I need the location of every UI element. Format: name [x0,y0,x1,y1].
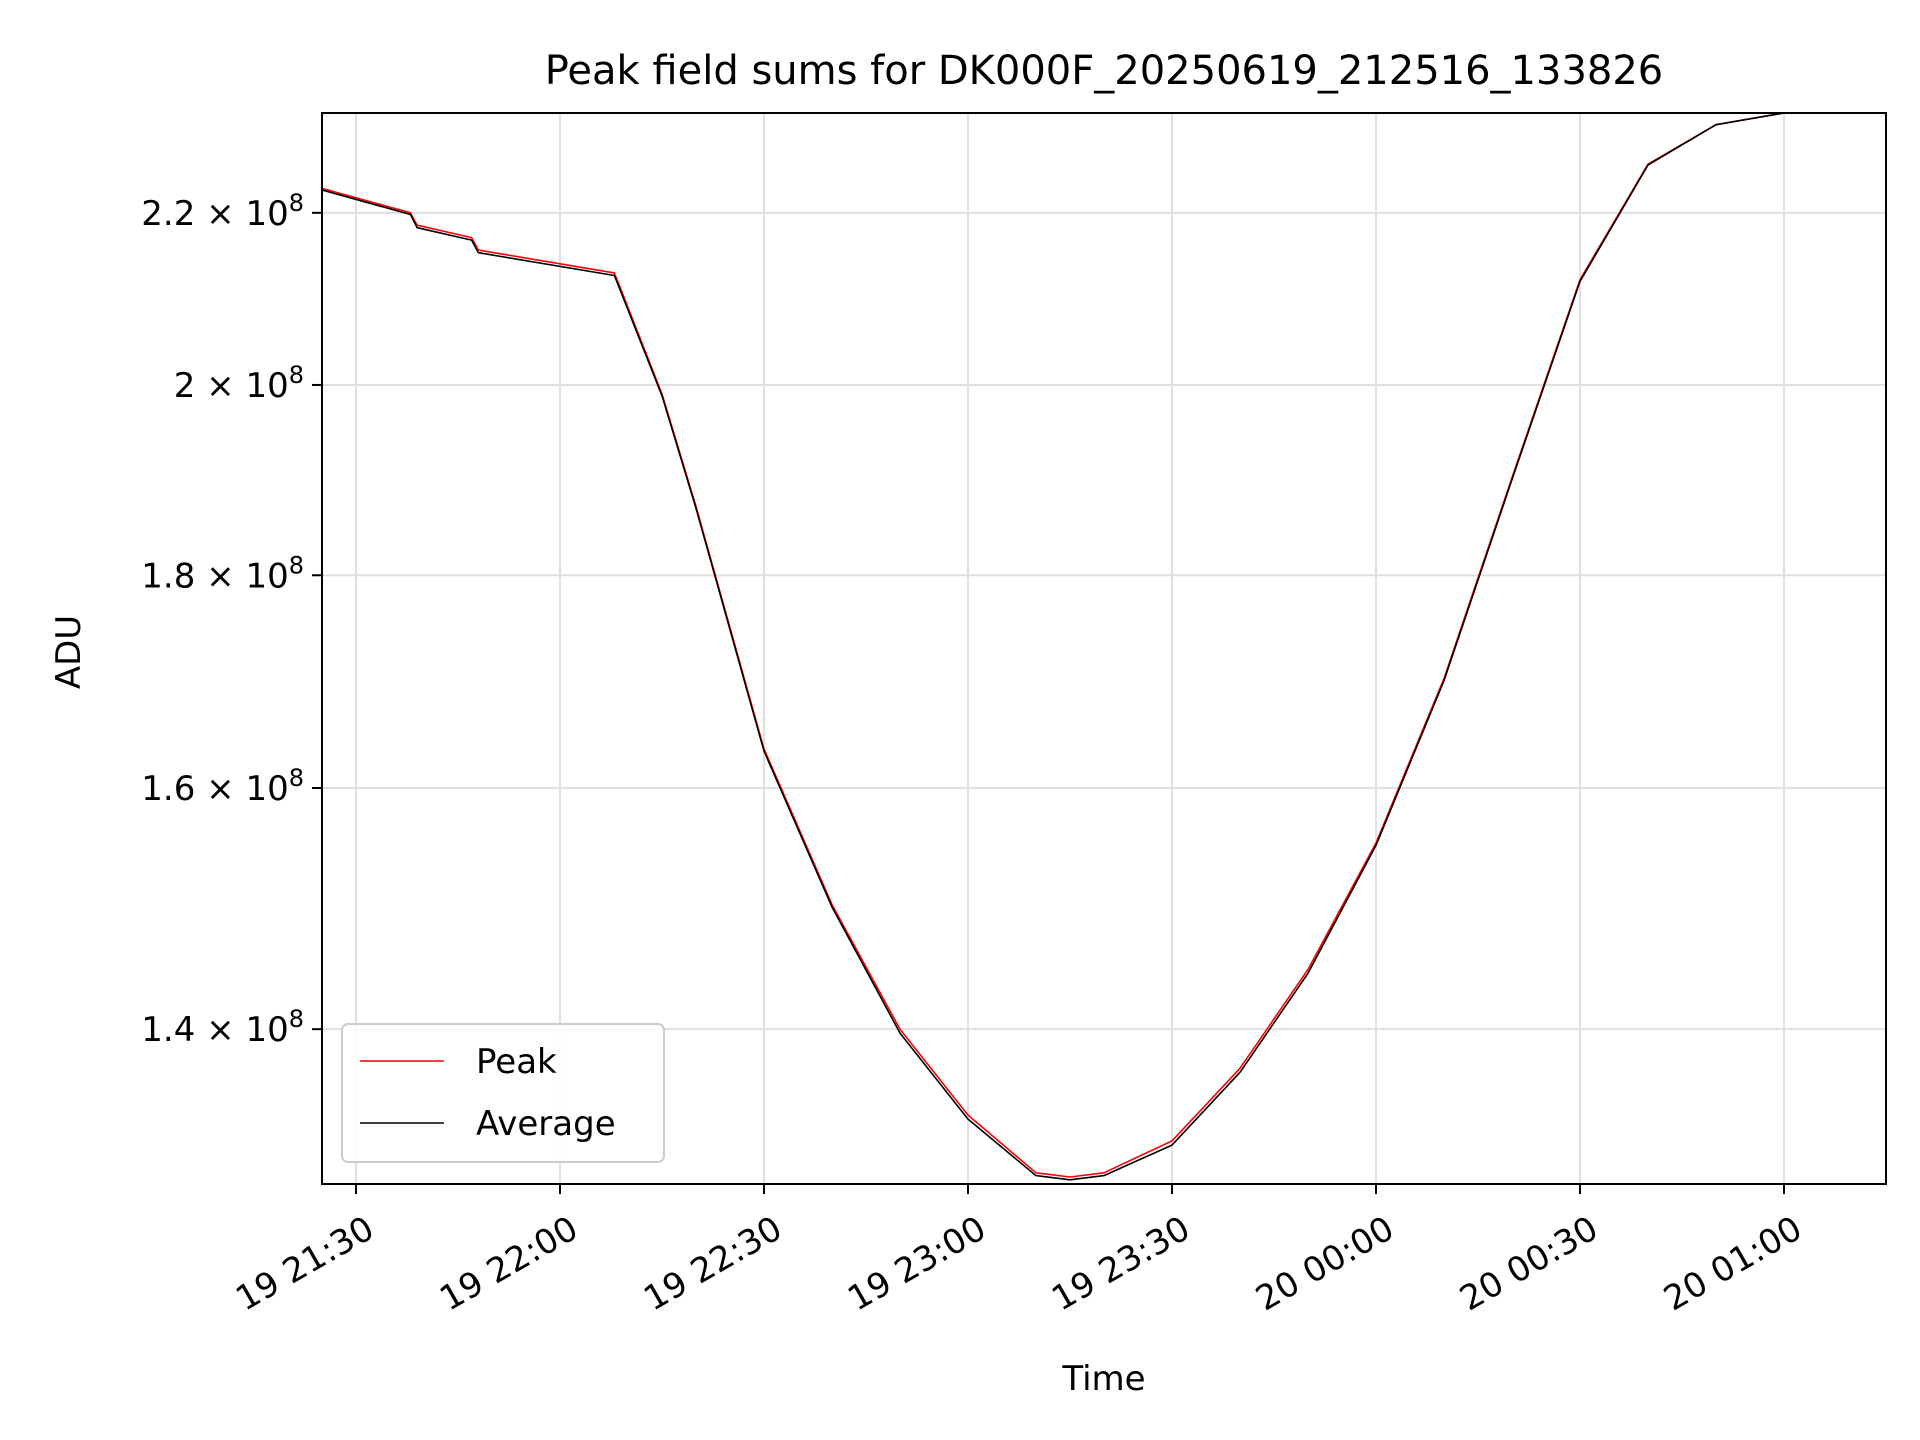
y-tick-label: 2 × 108 [174,361,304,406]
series-line-average [321,112,1805,1181]
legend-label: Peak [476,1042,557,1082]
y-axis: 1.4 × 108 1.6 × 108 1.8 × 108 2 × 108 2.2 × … [141,189,322,1050]
y-tick-label: 1.8 × 108 [141,551,304,596]
y-axis-label: ADU [49,615,89,689]
x-axis-label: Time [1061,1359,1145,1399]
plot-lines [321,112,1805,1181]
y-tick-label: 1.6 × 108 [141,764,304,809]
y-tick-label: 2.2 × 108 [141,189,304,234]
y-tick-label: 1.4 × 108 [141,1005,304,1050]
legend-box [341,1023,665,1163]
plot-frame [321,112,1887,1185]
chart-title: Peak field sums for DK000F_20250619_2125… [545,48,1664,94]
legend: Peak Average [341,1023,665,1163]
legend-label: Average [476,1104,616,1144]
